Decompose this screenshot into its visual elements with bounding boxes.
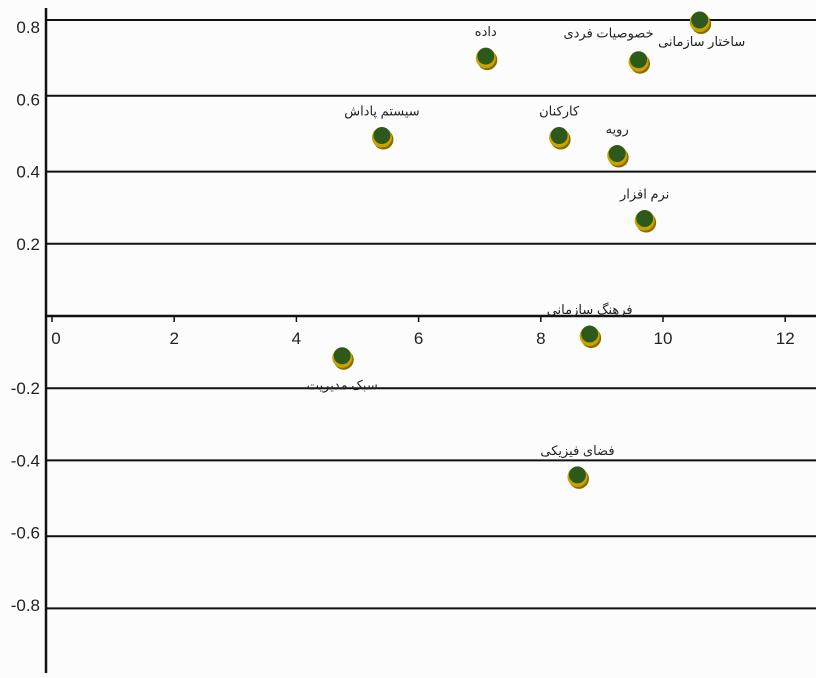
data-point-8 — [332, 347, 354, 370]
point-label-6: نرم افزار — [619, 187, 669, 203]
x-tick-label-1: 2 — [169, 329, 178, 348]
data-point-0 — [475, 47, 498, 71]
point-label-2: ساختار سازمانی — [658, 34, 745, 50]
point-marker — [333, 347, 351, 365]
x-tick-label-6: 12 — [776, 329, 795, 348]
point-marker — [568, 466, 586, 484]
label-layer: داده خصوصیات فردی ساختار سازمانی سیستم پادا… — [307, 24, 746, 459]
point-label-1: خصوصیات فردی — [563, 26, 653, 42]
point-marker — [691, 11, 709, 29]
x-tick-label-2: 4 — [292, 329, 301, 348]
data-point-6 — [634, 210, 657, 233]
point-label-7: فرهنگ سازمانی — [547, 302, 633, 318]
point-marker — [581, 325, 599, 343]
x-tick-label-0: 0 — [51, 329, 60, 348]
y-tick-label-4: -0.2 — [11, 379, 40, 398]
data-point-7 — [579, 325, 602, 349]
x-tick-label-3: 6 — [414, 329, 423, 348]
data-point-5 — [607, 145, 629, 168]
point-label-5: رویه — [606, 122, 629, 138]
y-tick-label-6: -0.6 — [11, 524, 40, 543]
point-marker — [630, 51, 648, 69]
y-tick-label-1: 0.6 — [16, 90, 40, 109]
y-tick-label-7: -0.8 — [11, 596, 40, 615]
point-marker — [636, 210, 654, 228]
grid-layer — [46, 18, 816, 610]
point-marker — [477, 47, 495, 65]
y-tick-label-5: -0.4 — [11, 451, 40, 470]
point-label-4: کارکنان — [539, 104, 580, 120]
data-point-4 — [549, 127, 571, 150]
data-point-2 — [689, 11, 712, 34]
point-label-8: سبک مدیریت — [307, 378, 378, 394]
data-point-9 — [567, 466, 589, 489]
point-layer — [332, 11, 712, 489]
point-label-3: سیستم پاداش — [344, 104, 419, 120]
point-label-9: فضای فیزیکی — [540, 443, 614, 459]
x-tick-label-5: 10 — [654, 329, 673, 348]
axis-layer — [44, 8, 816, 673]
data-point-3 — [371, 127, 394, 150]
point-marker — [373, 127, 391, 144]
x-tick-label-4: 8 — [536, 329, 545, 348]
y-tick-label-0: 0.8 — [16, 18, 40, 37]
point-marker — [550, 127, 568, 144]
tick-layer: 0 2 4 6 8 10 12 0.8 0.6 0.4 0.2 -0.2 -0.4 -0.6 -0.8 — [11, 18, 795, 615]
point-label-0: داده — [475, 24, 497, 39]
y-tick-label-2: 0.4 — [16, 163, 40, 182]
point-marker — [608, 145, 626, 163]
y-tick-label-3: 0.2 — [16, 235, 40, 254]
data-point-1 — [628, 51, 651, 74]
